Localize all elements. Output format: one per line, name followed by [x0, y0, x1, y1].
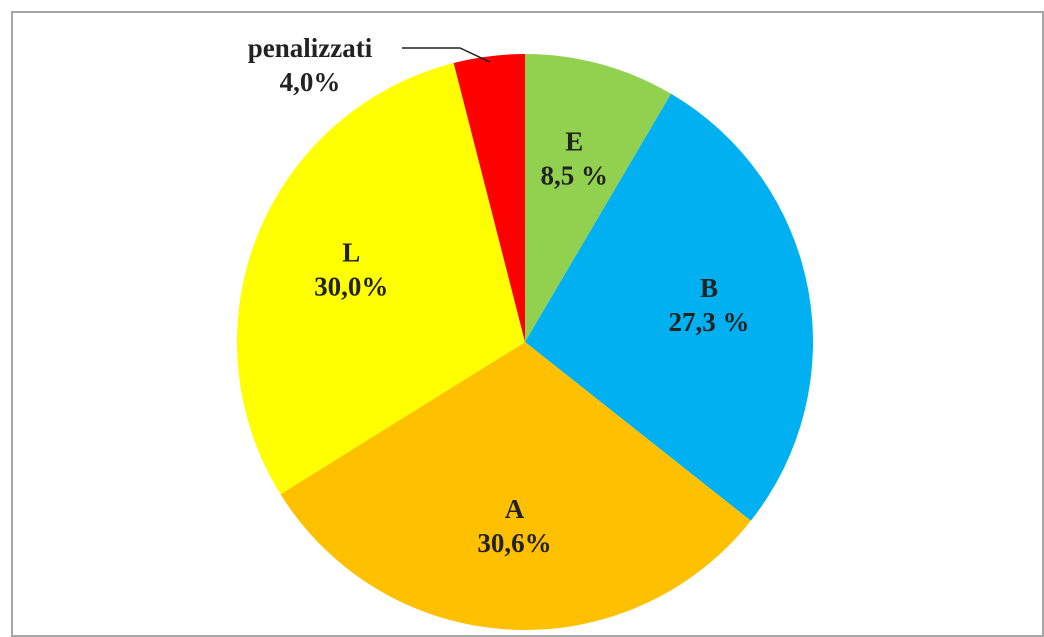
slice-name: penalizzati: [248, 33, 373, 63]
slice-value-label: 4,0%: [280, 67, 341, 97]
slice-value-label: 27,3 %: [669, 307, 750, 337]
slice-name: A: [505, 494, 525, 524]
pie-slice: [237, 62, 525, 495]
slice-value-label: 30,6%: [477, 528, 551, 558]
pie-slice: [525, 54, 672, 342]
slice-value-label: 30,0%: [314, 271, 388, 301]
pie-slice: [525, 93, 813, 521]
pie-slice: [453, 54, 525, 342]
slice-name: E: [565, 127, 583, 157]
slice-name: L: [342, 237, 360, 267]
pie-slice: [280, 342, 751, 631]
slice-name: B: [700, 273, 718, 303]
leader-line: [402, 47, 491, 63]
slice-value-label: 8,5 %: [540, 161, 608, 191]
